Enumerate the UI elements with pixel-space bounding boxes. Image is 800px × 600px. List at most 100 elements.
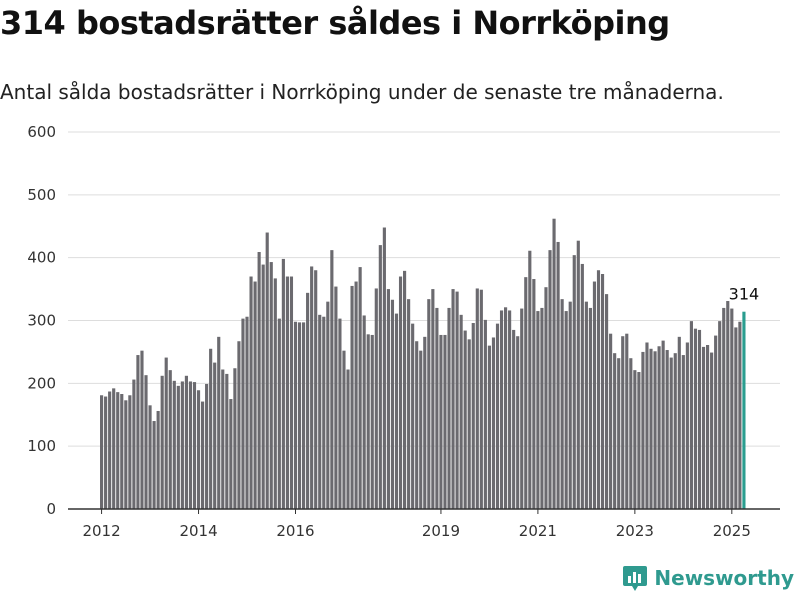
bar [657,346,661,509]
bar [508,310,512,509]
bar [609,333,613,509]
bar [265,232,269,509]
y-tick-label: 500 [27,186,56,204]
bar [302,322,306,509]
bar [108,391,112,509]
bar [370,334,374,509]
bar-latest [742,311,746,509]
bar [423,336,427,509]
bar [176,385,180,509]
bar [560,299,564,509]
bar [338,318,342,509]
y-tick-label: 100 [27,437,56,455]
bar [273,278,277,509]
bar [120,394,124,509]
bar [722,307,726,509]
bar [241,318,245,509]
bar [568,301,572,509]
bar [701,346,706,509]
bar [435,307,439,509]
bar [447,307,451,509]
bar [706,345,710,509]
bar [491,337,496,509]
bar [512,329,516,509]
bar [382,227,386,509]
y-tick-label: 600 [27,123,56,141]
bar [665,350,669,509]
bar [285,276,289,509]
bar [431,289,435,509]
bar [358,267,362,509]
bar [350,285,354,509]
bar [625,333,629,509]
brand-logo: Newsworthy [622,564,794,592]
bar [427,299,431,509]
bar [306,292,310,509]
bar [576,240,580,509]
bar [196,390,201,509]
bar [710,352,714,509]
bar [245,316,249,509]
x-tick-label: 2019 [422,522,460,540]
bar [221,369,225,509]
bar [475,288,479,509]
bar [281,258,285,509]
bar [621,336,625,509]
bar [386,289,390,509]
bar [116,392,120,509]
bar [596,270,601,509]
bar [261,264,265,509]
bar [225,373,229,509]
bar [124,400,128,509]
bar [156,410,160,509]
bar [697,329,702,509]
bar [685,342,689,509]
bar [556,241,560,509]
bar [641,351,645,509]
bar [718,321,722,509]
bar [681,355,685,509]
bar [451,289,455,509]
bar [164,357,168,509]
bar [201,401,205,509]
bar [378,245,382,509]
bar [419,350,423,509]
bar [730,308,734,509]
bar [714,335,718,509]
bar [330,250,334,509]
bar [100,395,104,509]
bar [314,270,318,509]
bar [172,380,176,509]
y-tick-label: 400 [27,249,56,267]
bar [605,294,609,509]
bar [552,218,556,509]
newsworthy-logo-icon [623,566,648,591]
y-axis-ticks: 0 100 200 300 400 500 600 [27,123,56,518]
bar [499,310,504,509]
bar [584,301,588,509]
bar [738,321,742,509]
brand-name: Newsworthy [654,566,794,590]
bar [592,281,597,509]
x-tick-label: 2023 [616,522,654,540]
bar [326,301,330,509]
bar [734,327,738,509]
bar [136,355,140,509]
bar [645,342,649,509]
value-labels: 314 [729,285,760,304]
bar [479,289,483,509]
bar [443,334,447,509]
bar [528,250,532,509]
bar [439,334,443,509]
x-axis: 2012 2014 2016 2019 2021 2023 2025 [68,508,780,540]
bar [289,276,294,509]
bar [346,369,350,509]
bar [495,323,500,509]
bar [617,358,621,509]
bar [403,270,407,509]
bar [249,276,253,509]
bar [168,370,172,509]
bar [588,307,592,509]
page-title: 314 bostadsrätter såldes i Norrköping [0,4,670,42]
bar [374,288,378,509]
